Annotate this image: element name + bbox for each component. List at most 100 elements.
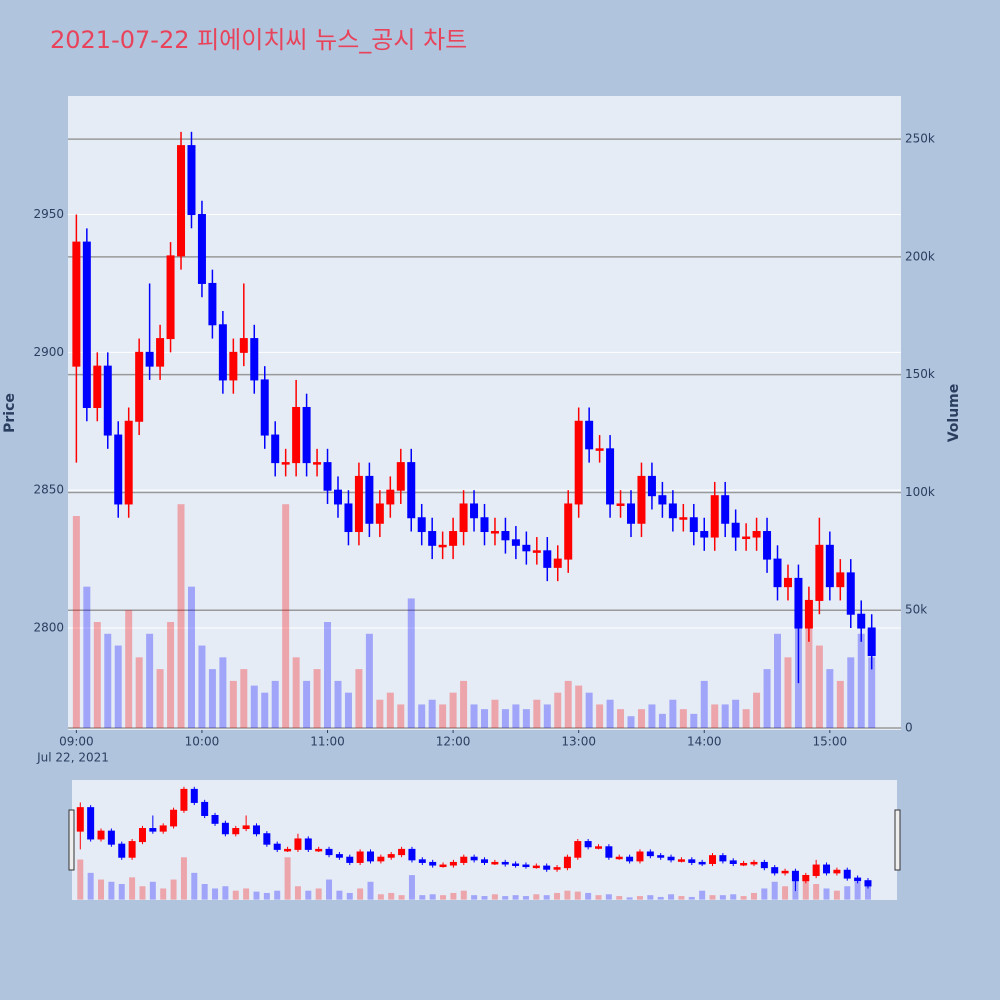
volume-bar bbox=[470, 704, 478, 728]
volume-bar bbox=[823, 888, 830, 900]
candle-body bbox=[584, 841, 592, 848]
volume-bar bbox=[187, 586, 195, 728]
candle-body bbox=[428, 531, 437, 546]
candle-body bbox=[480, 517, 489, 533]
volume-bar bbox=[98, 879, 105, 900]
candle-body bbox=[721, 495, 730, 524]
candle-body bbox=[843, 869, 851, 879]
volume-bar bbox=[271, 680, 279, 728]
candle-body bbox=[263, 833, 271, 845]
volume-bar bbox=[201, 884, 208, 900]
volume-bar bbox=[761, 888, 768, 900]
volume-bar bbox=[648, 704, 656, 728]
volume-bar bbox=[125, 610, 133, 728]
volume-bar bbox=[460, 890, 467, 900]
candle-body bbox=[460, 856, 468, 863]
volume-bar bbox=[439, 704, 447, 728]
volume-bar bbox=[253, 891, 260, 900]
volume-bar bbox=[294, 886, 301, 900]
volume-bar bbox=[522, 896, 529, 900]
volume-bar bbox=[719, 895, 726, 900]
volume-bar bbox=[533, 894, 540, 900]
volume-bar bbox=[833, 890, 840, 900]
candle-body bbox=[606, 448, 615, 505]
candle-body bbox=[637, 475, 646, 524]
candle-body bbox=[429, 861, 437, 866]
candle-body bbox=[166, 255, 175, 340]
candle-body bbox=[107, 830, 115, 845]
x-tick-label: 14:00 bbox=[687, 735, 722, 749]
volume-bar bbox=[365, 633, 373, 728]
candle-body bbox=[794, 577, 803, 629]
candle-body bbox=[407, 462, 416, 519]
candle-body bbox=[532, 550, 541, 553]
candle-body bbox=[294, 838, 302, 850]
volume-bar bbox=[428, 699, 436, 728]
candle-body bbox=[221, 822, 229, 835]
candle-body bbox=[854, 877, 862, 882]
volume-bar bbox=[156, 669, 164, 728]
volume-bar bbox=[740, 896, 747, 900]
candle-body bbox=[781, 870, 789, 874]
candle-body bbox=[315, 848, 323, 852]
candle-body bbox=[449, 861, 457, 866]
volume-bar bbox=[732, 699, 740, 728]
range-handle-right[interactable] bbox=[894, 809, 901, 871]
volume-bar bbox=[512, 895, 519, 900]
volume-bar bbox=[198, 645, 206, 728]
volume-bar bbox=[240, 669, 248, 728]
candle-body bbox=[124, 420, 133, 505]
candle-body bbox=[709, 855, 717, 864]
volume-bar bbox=[284, 857, 291, 900]
volume-bar bbox=[802, 879, 809, 900]
candle-body bbox=[512, 863, 520, 866]
volume-bar bbox=[554, 692, 562, 728]
candle-body bbox=[354, 475, 363, 533]
volume-bar bbox=[471, 895, 478, 900]
volume-bar bbox=[750, 892, 757, 900]
volume-bar bbox=[129, 877, 136, 900]
candle-body bbox=[170, 809, 178, 827]
volume-bar bbox=[730, 894, 737, 900]
plot-area bbox=[68, 96, 901, 730]
candle-body bbox=[159, 825, 167, 832]
candle-body bbox=[700, 531, 709, 538]
volume-bar bbox=[616, 896, 623, 900]
candle-body bbox=[201, 801, 209, 816]
range-slider[interactable] bbox=[72, 780, 897, 900]
candle-body bbox=[647, 475, 656, 497]
candle-body bbox=[138, 828, 146, 843]
volume-bar bbox=[93, 621, 101, 728]
candle-body bbox=[177, 145, 186, 257]
volume-bar bbox=[502, 896, 509, 900]
candle-body bbox=[710, 495, 719, 538]
volume-bar bbox=[135, 657, 143, 728]
y2-tick-label: 200k bbox=[905, 249, 935, 263]
volume-bar bbox=[376, 699, 384, 728]
volume-bar bbox=[596, 704, 604, 728]
volume-bar bbox=[212, 888, 219, 900]
candle-body bbox=[688, 859, 696, 863]
candle-body bbox=[218, 324, 227, 381]
x-tick-label: 09:00 bbox=[59, 735, 94, 749]
candle-body bbox=[804, 599, 813, 629]
candle-body bbox=[815, 544, 824, 601]
candle-body bbox=[812, 864, 820, 876]
range-handle-left[interactable] bbox=[68, 809, 75, 871]
volume-bar bbox=[813, 884, 820, 900]
volume-bar bbox=[160, 888, 167, 900]
candle-body bbox=[605, 846, 613, 858]
candle-body bbox=[574, 841, 582, 858]
volume-bar bbox=[346, 892, 353, 900]
volume-bar bbox=[303, 680, 311, 728]
candle-body bbox=[491, 861, 499, 865]
candle-body bbox=[657, 855, 665, 858]
volume-bar bbox=[690, 713, 698, 728]
candle-body bbox=[501, 531, 510, 541]
volume-bar bbox=[699, 890, 706, 900]
candle-body bbox=[595, 846, 603, 849]
volume-bar bbox=[854, 881, 861, 900]
candle-body bbox=[239, 338, 248, 353]
candle-body bbox=[825, 544, 834, 588]
